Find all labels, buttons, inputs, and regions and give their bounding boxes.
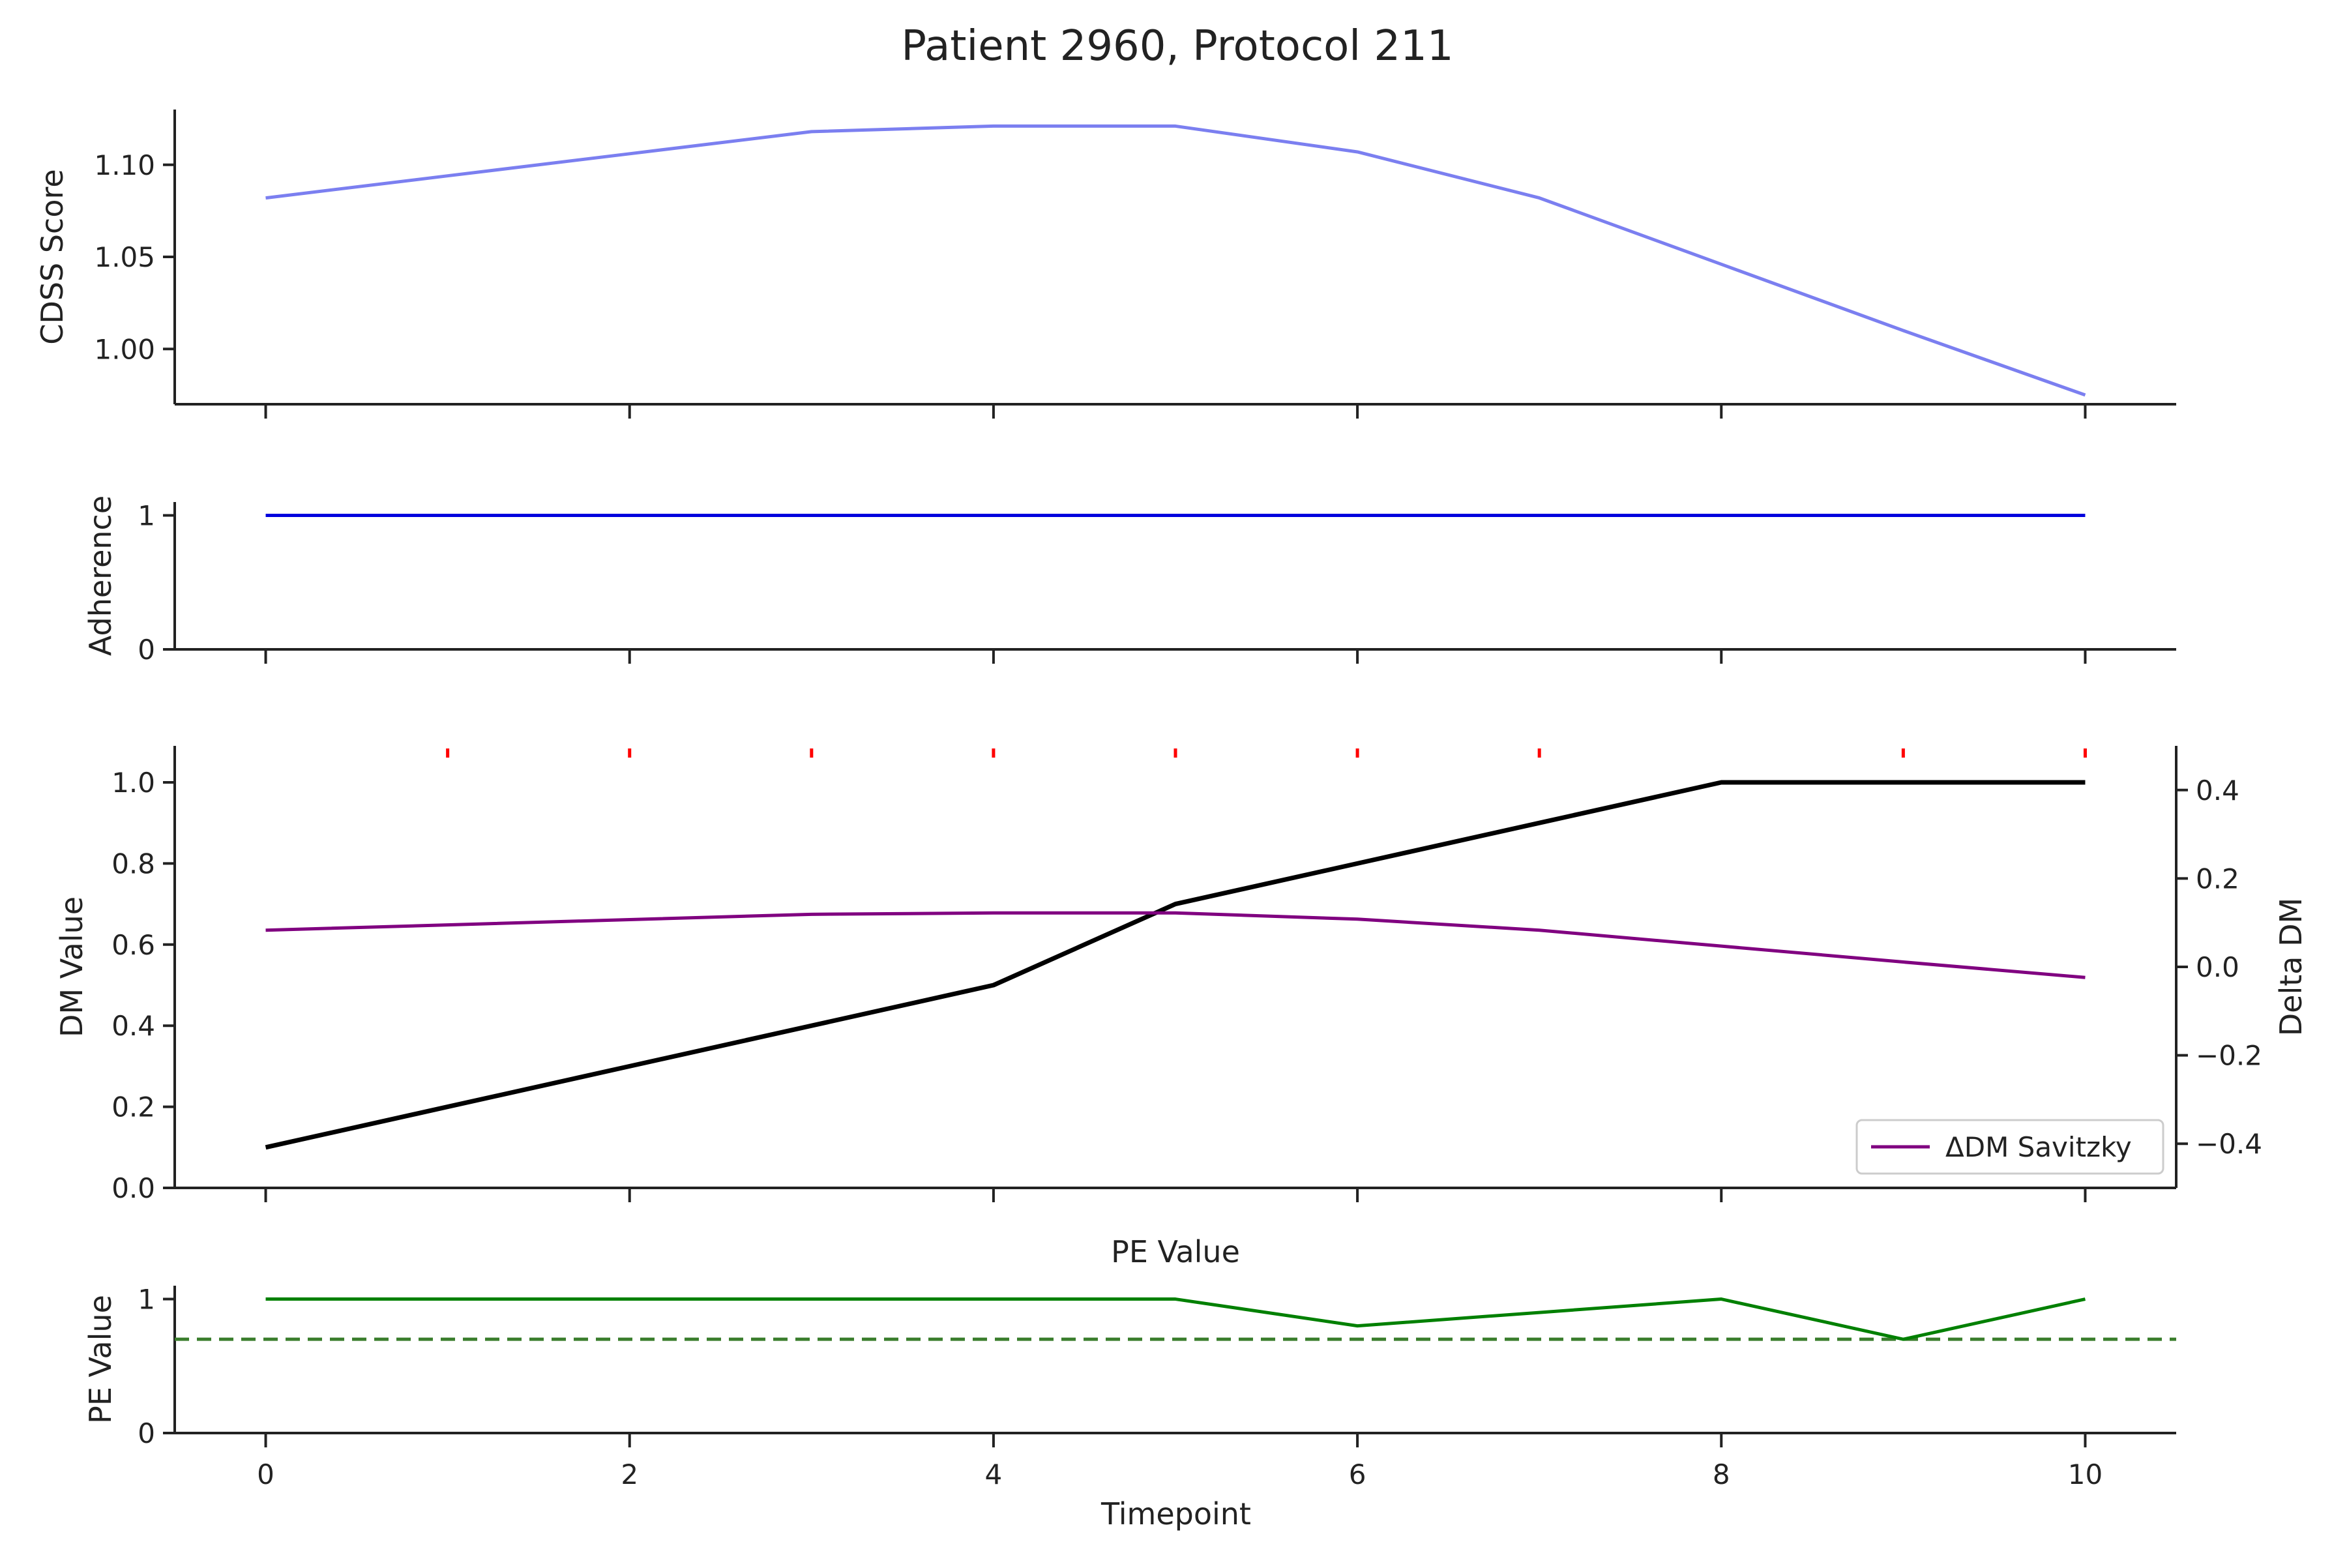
y-axis-label: CDSS Score: [35, 169, 70, 344]
y-tick-label: 1.10: [94, 149, 155, 181]
y-tick-label: 1: [138, 1284, 155, 1316]
chart-title: Patient 2960, Protocol 211: [901, 22, 1453, 70]
y-tick-label: 1.0: [111, 767, 155, 799]
x-tick-label: 6: [1349, 1458, 1366, 1490]
secondary-y-tick-label: −0.4: [2196, 1128, 2262, 1160]
x-tick-label: 8: [1713, 1458, 1730, 1490]
y-tick-label: 0.8: [111, 848, 155, 880]
panel-cdss: 1.00 1.05 1.10 CDSS Score: [35, 110, 2176, 419]
series-line-delta: [265, 911, 2086, 979]
legend: ΔDM Savitzky: [1855, 1119, 2164, 1175]
y-tick-label: 0.4: [111, 1010, 155, 1042]
secondary-y-tick-label: 0.0: [2196, 951, 2239, 983]
series-line-dm: [265, 780, 2086, 1150]
y-axis-label: PE Value: [83, 1295, 118, 1424]
y-axis-label: Adherence: [83, 496, 118, 656]
x-axis-label: Timepoint: [1100, 1496, 1251, 1531]
secondary-y-tick-label: −0.2: [2196, 1040, 2262, 1072]
y-tick-label: 1: [138, 500, 155, 532]
secondary-y-tick-label: 0.2: [2196, 863, 2239, 895]
panel-adherence: 0 1 Adherence: [83, 496, 2176, 666]
y-tick-label: 0.0: [111, 1172, 155, 1204]
series-line-cdss: [265, 124, 2086, 397]
x-tick-label: 10: [2068, 1458, 2103, 1490]
legend-box: [1855, 1119, 2164, 1175]
y-tick-label: 0.2: [111, 1091, 155, 1123]
x-tick-label: 2: [621, 1458, 638, 1490]
y-tick-label: 0.6: [111, 929, 155, 961]
secondary-y-tick-label: 0.4: [2196, 775, 2239, 806]
y-tick-label: 1.00: [94, 333, 155, 365]
series-line-pe: [265, 1297, 2086, 1341]
secondary-y-axis-label: Delta DM: [2273, 898, 2309, 1036]
x-tick-label: 0: [257, 1458, 274, 1490]
y-tick-label: 0: [138, 634, 155, 666]
panel-dm: 0.0 0.2 0.4 0.6 0.8 1.0 DM Value −0.4 −0.2 0.0 0.2…: [54, 746, 2309, 1204]
legend-label: ΔDM Savitzky: [1945, 1131, 2132, 1163]
x-tick-label: 4: [985, 1458, 1003, 1490]
y-axis-label: DM Value: [54, 896, 89, 1037]
y-tick-label: 1.05: [94, 241, 155, 273]
y-tick-label: 0: [138, 1417, 155, 1449]
panel-title: PE Value: [1111, 1234, 1240, 1269]
